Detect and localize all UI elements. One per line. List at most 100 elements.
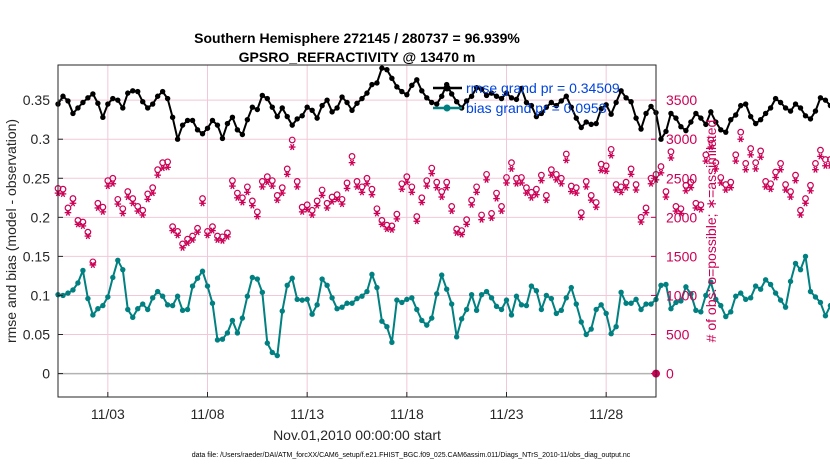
rmse-point: [573, 115, 579, 121]
rmse-point: [324, 97, 330, 103]
obs-assimilated-stroke: [100, 208, 106, 216]
obs-assimilated-marker: [802, 200, 809, 207]
obs-possible-marker: [273, 192, 281, 199]
obs-possible-marker: [323, 199, 331, 207]
obs-possible-marker: [353, 177, 361, 185]
rmse-point: [678, 124, 684, 130]
obs-assimilated-stroke: [240, 199, 245, 206]
obs-assimilated-stroke: [60, 190, 66, 198]
bias-point: [429, 315, 435, 321]
obs-assimilated-marker: [483, 176, 490, 184]
rmse-point: [827, 102, 830, 109]
obs-assimilated-stroke: [753, 165, 758, 173]
obs-assimilated-stroke: [75, 221, 81, 228]
rmse-point: [105, 101, 111, 107]
obs-assimilated-marker: [179, 244, 186, 251]
left-y-tick-label: 0.35: [23, 92, 50, 108]
bias-point: [364, 288, 370, 295]
left-y-tick-label: 0.2: [31, 209, 51, 225]
obs-possible-marker: [373, 205, 381, 213]
rmse-point: [399, 88, 405, 95]
obs-assimilated-stroke: [160, 164, 165, 172]
bias-point: [558, 307, 565, 313]
bias-point: [738, 290, 744, 296]
obs-assimilated-stroke: [110, 180, 116, 187]
obs-assimilated-stroke: [514, 180, 519, 187]
obs-assimilated-marker: [298, 208, 306, 216]
obs-assimilated-marker: [672, 207, 680, 215]
obs-possible-marker: [802, 195, 809, 202]
bias-point: [533, 288, 540, 294]
rmse-point: [533, 113, 540, 120]
obs-assimilated-marker: [627, 171, 635, 178]
obs-assimilated-marker: [647, 180, 655, 187]
bias-point: [518, 302, 525, 308]
rmse-point: [219, 135, 226, 142]
obs-assimilated-stroke: [524, 189, 529, 197]
obs-assimilated-marker: [498, 207, 505, 215]
rmse-point: [349, 107, 355, 114]
rmse-point: [439, 93, 445, 99]
bias-point: [399, 299, 405, 306]
bias-point: [767, 281, 774, 288]
bias-point: [573, 301, 579, 307]
rmse-point: [772, 95, 779, 102]
obs-assimilated-marker: [89, 261, 97, 269]
legend-rmse-label: rmse grand pr = 0.34509: [466, 80, 620, 96]
bias-point: [498, 306, 505, 313]
bias-point: [458, 316, 465, 322]
rmse-point: [274, 113, 280, 120]
obs-assimilated-stroke: [693, 204, 699, 212]
bias-point: [513, 293, 520, 299]
obs-assimilated-marker: [69, 200, 77, 207]
rmse-point: [568, 104, 574, 110]
bias-point: [618, 289, 624, 296]
bias-point: [473, 307, 480, 313]
bias-point: [229, 317, 236, 324]
obs-assimilated-stroke: [285, 171, 290, 178]
obs-possible-marker: [199, 195, 206, 202]
rmse-point: [468, 93, 475, 99]
rmse-point: [488, 90, 495, 96]
obs-assimilated-marker: [792, 177, 799, 184]
obs-possible-marker: [278, 184, 286, 192]
obs-assimilated-marker: [303, 206, 311, 213]
rmse-point: [733, 112, 739, 118]
obs-assimilated-marker: [682, 187, 690, 194]
obs-assimilated-marker: [533, 191, 540, 198]
obs-possible-marker: [792, 171, 799, 179]
obs-assimilated-stroke: [294, 183, 300, 191]
obs-assimilated-stroke: [783, 186, 788, 194]
bias-point: [219, 336, 226, 342]
rmse-point: [478, 86, 485, 92]
obs-assimilated-marker: [134, 207, 142, 215]
obs-assimilated-stroke: [743, 166, 748, 173]
obs-assimilated-stroke: [314, 202, 320, 209]
obs-assimilated-marker: [74, 221, 82, 228]
bias-point: [733, 293, 739, 299]
rmse-point: [797, 105, 804, 111]
obs-possible-marker: [807, 181, 814, 189]
obs-assimilated-stroke: [130, 200, 135, 207]
obs-assimilated-stroke: [319, 192, 325, 199]
bias-point: [259, 289, 266, 296]
rmse-point: [493, 93, 500, 99]
rmse-point: [364, 90, 370, 96]
obs-assimilated-stroke: [554, 176, 559, 184]
chart-title-line2: GPSRO_REFRACTIVITY @ 13470 m: [239, 49, 476, 65]
bias-point: [179, 307, 186, 313]
x-tick-label: 11/08: [191, 406, 225, 422]
obs-assimilated-stroke: [364, 180, 370, 187]
obs-assimilated-marker: [782, 186, 789, 194]
obs-assimilated-marker: [174, 232, 181, 239]
obs-assimilated-stroke: [519, 179, 524, 187]
obs-assimilated-stroke: [683, 187, 689, 194]
bias-point: [623, 300, 629, 306]
obs-assimilated-stroke: [454, 229, 459, 237]
rmse-point: [374, 80, 380, 86]
rmse-point: [453, 99, 460, 105]
obs-possible-marker: [64, 204, 72, 212]
bias-point: [189, 283, 196, 289]
bias-point: [159, 293, 166, 299]
bias-point: [424, 322, 430, 328]
